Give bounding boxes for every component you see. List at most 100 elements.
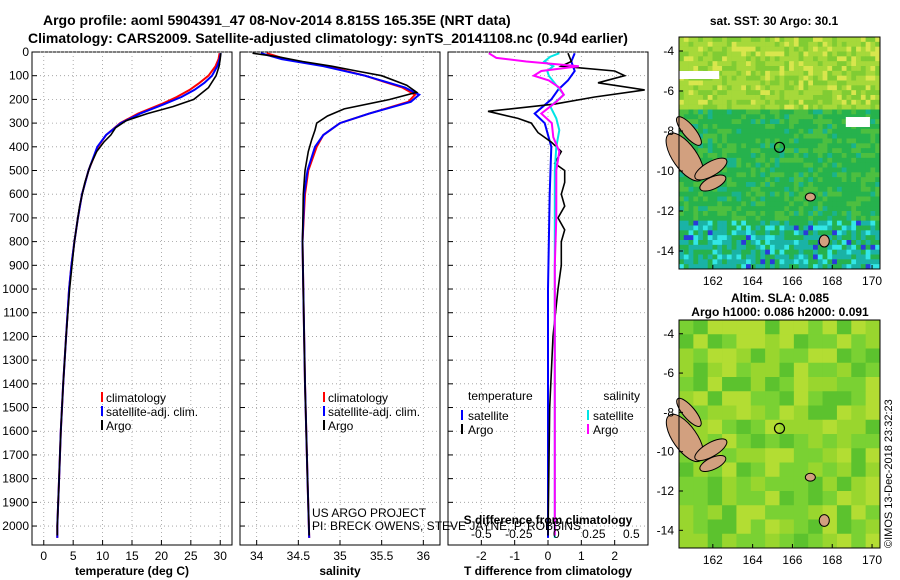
sst-map-cell bbox=[808, 75, 814, 81]
sst-map-cell bbox=[726, 95, 732, 101]
sst-map-cell bbox=[717, 114, 723, 120]
sst-map-cell bbox=[798, 114, 804, 120]
sst-map-cell bbox=[798, 61, 804, 67]
sla-map-cell bbox=[808, 533, 823, 549]
sst-map-cell bbox=[731, 128, 737, 134]
sst-map-cell bbox=[836, 143, 843, 149]
sst-map-cell bbox=[865, 75, 871, 81]
sst-map-cell bbox=[803, 124, 809, 130]
sla-map-cell bbox=[822, 320, 838, 335]
sst-map-cell bbox=[836, 90, 843, 96]
sst-map-cell bbox=[822, 56, 828, 62]
sst-map-cell bbox=[779, 66, 785, 72]
sst-map-cell bbox=[750, 70, 756, 76]
sst-map-cell bbox=[841, 206, 847, 212]
sst-map-cell bbox=[755, 75, 761, 81]
sst-map-cell bbox=[803, 104, 809, 110]
sst-map-cell bbox=[798, 206, 804, 212]
sst-map-cell bbox=[798, 133, 804, 139]
sla-map-cell bbox=[851, 533, 866, 549]
sst-map-cell bbox=[827, 240, 833, 246]
sst-map-cell bbox=[856, 51, 862, 57]
sst-map-cell bbox=[779, 167, 785, 173]
sla-map-cell bbox=[750, 348, 766, 364]
sst-map-cell bbox=[769, 167, 776, 173]
sst-map-cell bbox=[827, 143, 833, 149]
sst-map-cell bbox=[722, 85, 728, 91]
sst-map-cell bbox=[870, 119, 876, 125]
sst-map-cell bbox=[817, 119, 823, 125]
sst-map-cell bbox=[731, 66, 737, 72]
sst-map-cell bbox=[736, 230, 742, 236]
sst-map-cell bbox=[741, 85, 747, 91]
sst-map-cell bbox=[822, 51, 828, 57]
sst-map-cell bbox=[789, 114, 795, 120]
sst-map-cell bbox=[870, 215, 876, 221]
sla-map-cell bbox=[793, 434, 809, 449]
sst-map-cell bbox=[755, 148, 761, 154]
sst-map-cell bbox=[817, 99, 823, 105]
sst-map-cell bbox=[836, 264, 843, 270]
sst-map-cell bbox=[870, 41, 876, 47]
sst-map-cell bbox=[698, 249, 704, 255]
sst-map-cell bbox=[856, 133, 862, 139]
sst-map-cell bbox=[717, 244, 723, 250]
sla-map-cell bbox=[865, 362, 881, 378]
sst-map-cell bbox=[731, 90, 737, 96]
sst-map-cell bbox=[722, 114, 728, 120]
depth-tick-label: 500 bbox=[9, 164, 29, 178]
sst-map-cell bbox=[774, 230, 780, 236]
sst-map-cell bbox=[875, 167, 881, 173]
sst-map-cell bbox=[870, 230, 876, 236]
sst-map-cell bbox=[870, 133, 876, 139]
sst-map-cell bbox=[870, 167, 876, 173]
sst-map-cell bbox=[722, 109, 728, 115]
sst-map-cell bbox=[702, 254, 709, 260]
sst-map-cell bbox=[817, 249, 823, 255]
sst-map-cell bbox=[736, 99, 742, 105]
sst-map-cell bbox=[765, 114, 771, 120]
sst-map-cell bbox=[841, 95, 847, 101]
sst-map-cell bbox=[717, 66, 723, 72]
sst-map-cell bbox=[722, 133, 728, 139]
sst-map-cell bbox=[870, 143, 876, 149]
depth-tick-label: 1900 bbox=[2, 495, 29, 509]
sst-map-cell bbox=[798, 230, 804, 236]
sst-map-cell bbox=[736, 264, 742, 270]
sst-map-cell bbox=[707, 225, 713, 231]
sst-map-cell bbox=[736, 254, 742, 260]
sst-map-cell bbox=[813, 119, 819, 125]
sst-map-cell bbox=[798, 37, 804, 43]
sst-map-cell bbox=[755, 201, 761, 207]
sst-map-cell bbox=[851, 75, 857, 81]
sla-map-xtick-label: 162 bbox=[703, 553, 723, 567]
sst-map-cell bbox=[817, 66, 823, 72]
sla-map-cell bbox=[750, 377, 766, 392]
sst-map-cell bbox=[851, 99, 857, 105]
sst-map-cell bbox=[875, 75, 881, 81]
depth-tick-label: 900 bbox=[9, 258, 29, 272]
sst-map-cell bbox=[841, 75, 847, 81]
sst-map-cell bbox=[784, 249, 790, 255]
sst-map-cell bbox=[746, 75, 752, 81]
sst-map-cell bbox=[746, 153, 752, 159]
sst-map-cell bbox=[822, 201, 828, 207]
sst-map-cell bbox=[808, 61, 814, 67]
sst-map-cell bbox=[741, 143, 747, 149]
sst-map-cell bbox=[860, 230, 866, 236]
sst-map-cell bbox=[793, 153, 799, 159]
depth-tick-label: 1500 bbox=[2, 401, 29, 415]
sst-map-cell bbox=[741, 201, 747, 207]
sst-map-cell bbox=[784, 46, 790, 52]
sst-map-cell bbox=[712, 85, 718, 91]
sst-map-cell bbox=[827, 235, 833, 241]
sst-map-cell bbox=[793, 211, 799, 217]
sst-map-cell bbox=[865, 85, 871, 91]
sst-map-cell bbox=[769, 46, 776, 52]
sst-map-cell bbox=[798, 51, 804, 57]
sst-map-cell bbox=[746, 66, 752, 72]
sst-map-cell bbox=[702, 196, 709, 202]
sst-map-cell bbox=[779, 196, 785, 202]
sst-map-cell bbox=[817, 90, 823, 96]
sst-map-cell bbox=[736, 95, 742, 101]
